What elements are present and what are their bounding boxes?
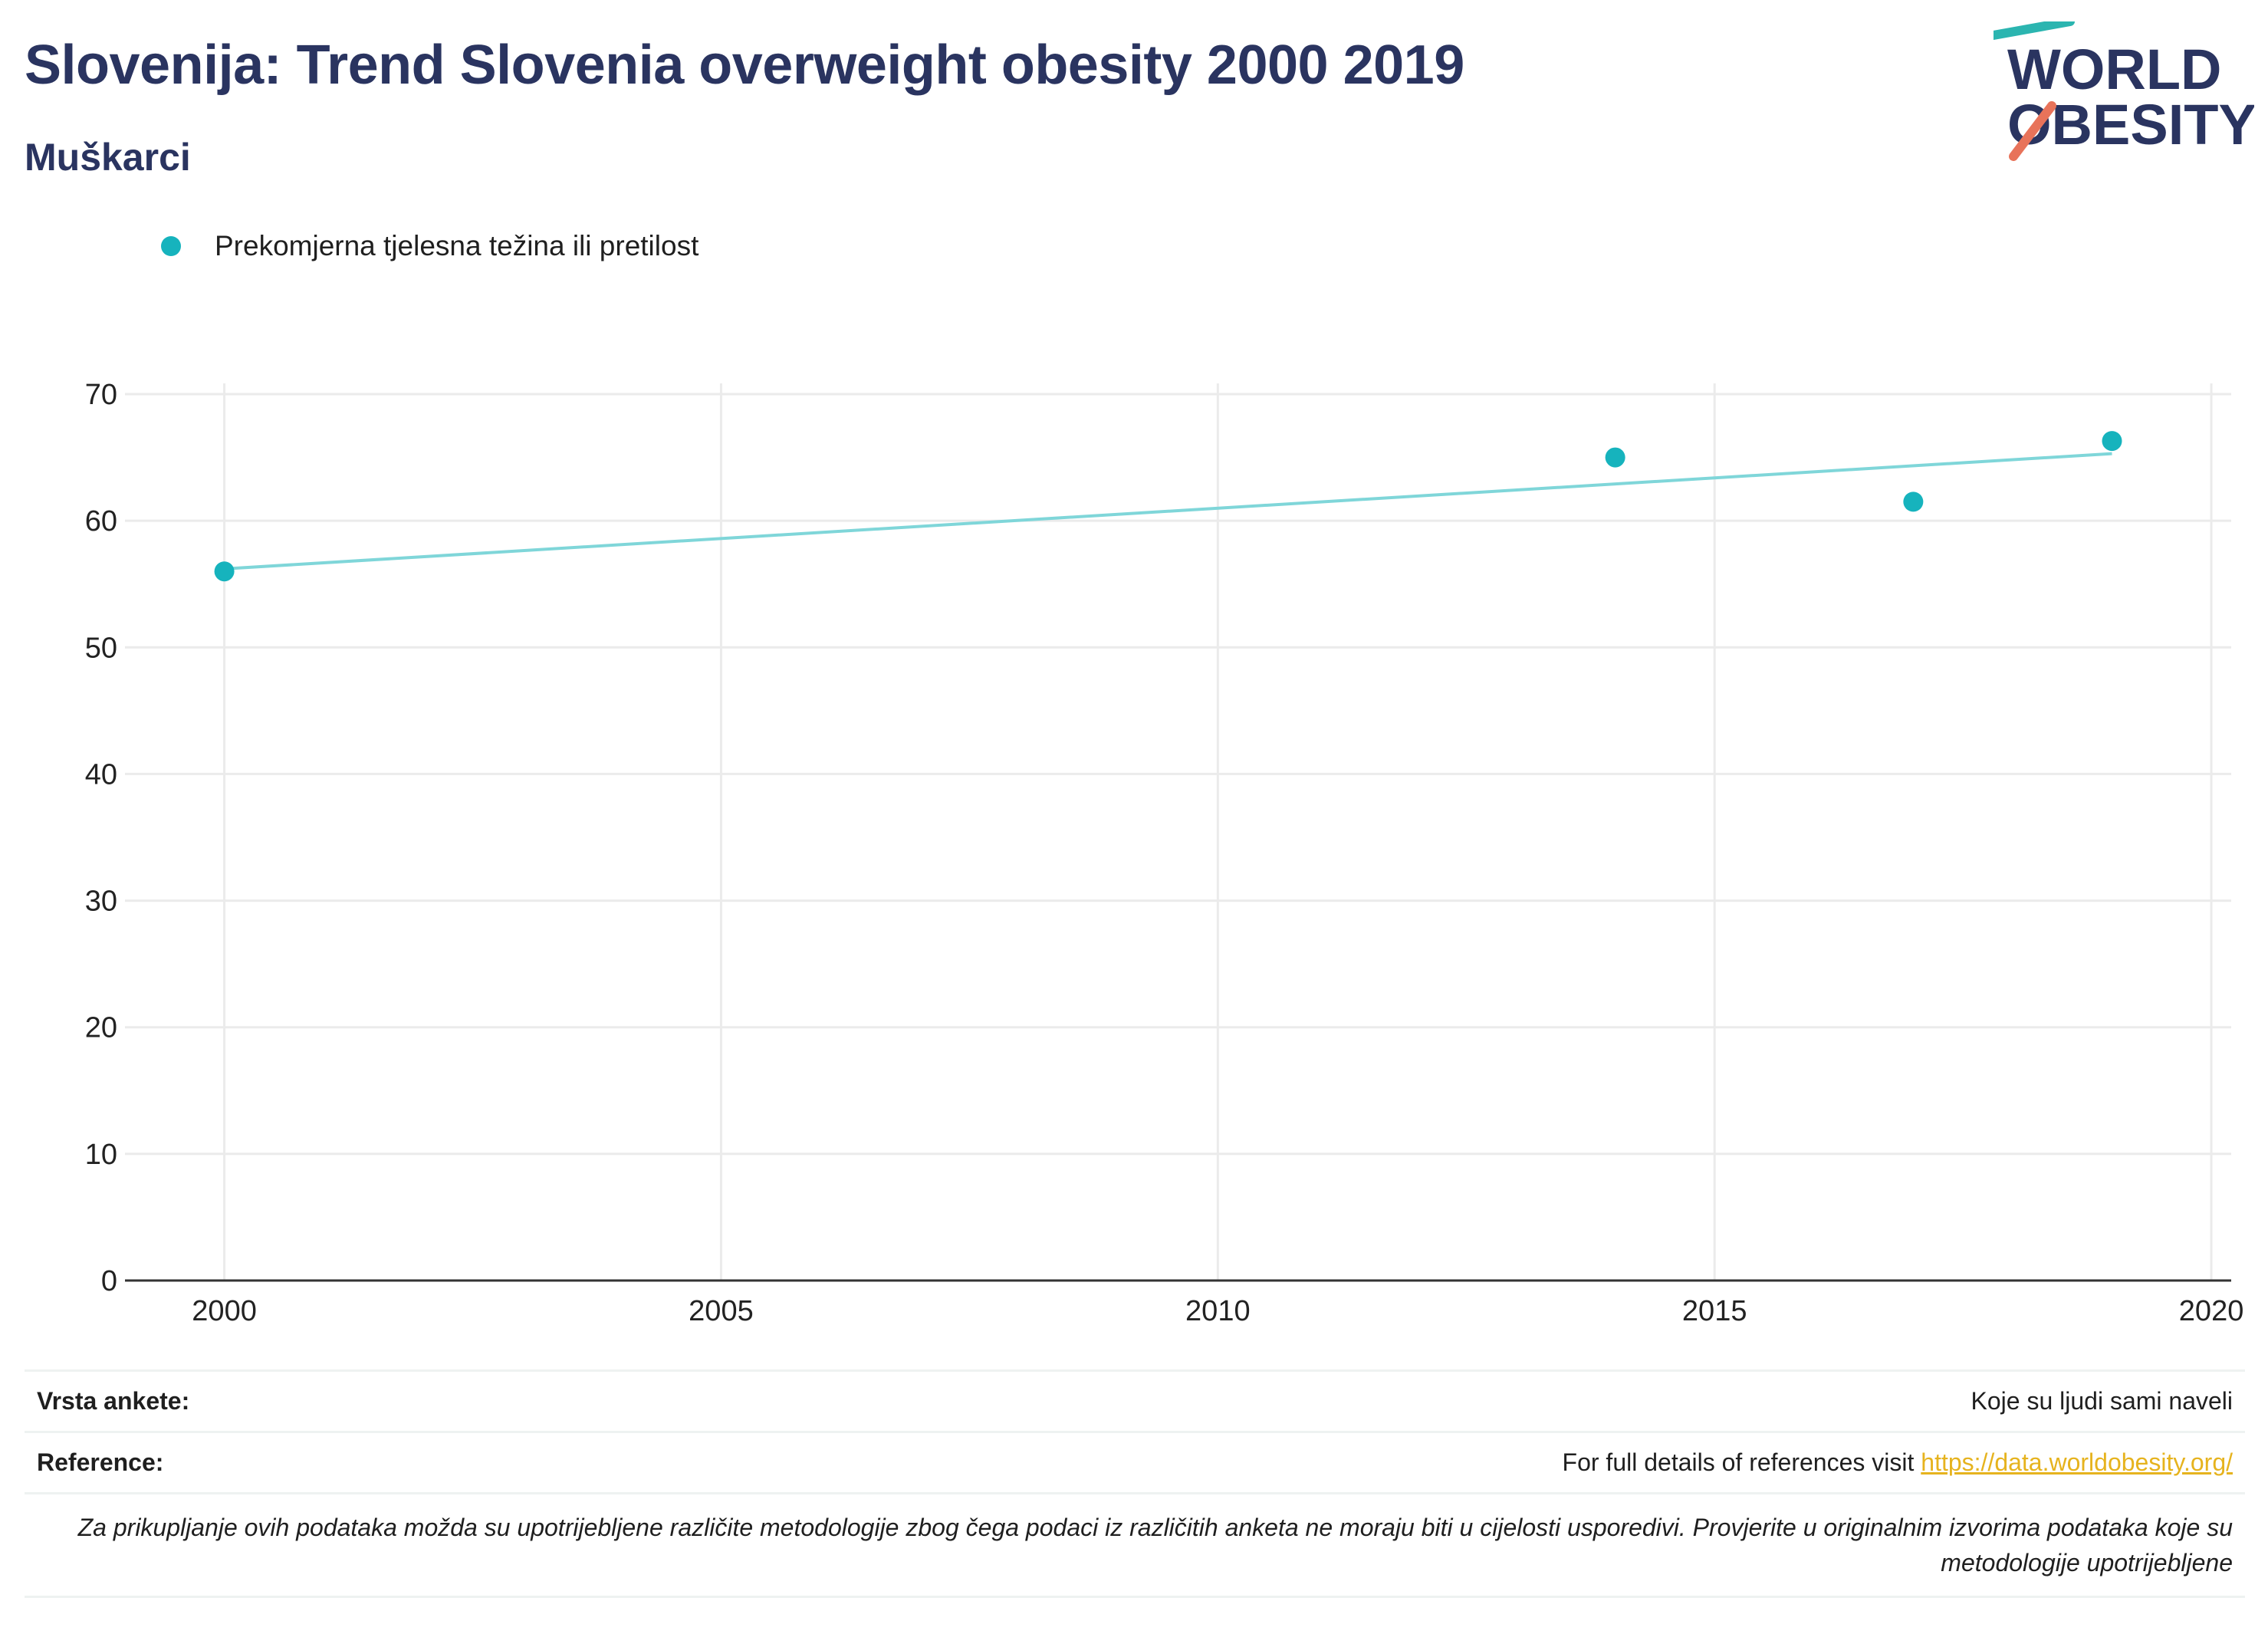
- reference-label: Reference:: [37, 1448, 164, 1476]
- survey-type-label: Vrsta ankete:: [37, 1387, 190, 1415]
- page-title: Slovenija: Trend Slovenia overweight obe…: [25, 35, 1464, 96]
- scatter-chart: 0 10 20 30 40 50 60 70 2000 2005 2010 2015 2020: [85, 379, 2244, 1327]
- reference-text: For full details of references visit: [1562, 1448, 1921, 1476]
- data-point: [214, 561, 235, 582]
- data-point: [2102, 431, 2122, 452]
- legend-label: Prekomjerna tjelesna težina ili pretilos…: [215, 230, 699, 261]
- survey-type-row: Vrsta ankete: Koje su ljudi sami naveli: [25, 1369, 2245, 1431]
- footer: Vrsta ankete: Koje su ljudi sami naveli …: [25, 1369, 2245, 1598]
- svg-text:WORLD: WORLD: [2007, 38, 2222, 101]
- y-tick-label: 60: [85, 505, 117, 538]
- data-point: [1903, 492, 1924, 512]
- legend-marker: [161, 236, 181, 256]
- data-point: [1605, 447, 1625, 468]
- x-tick-label: 2000: [192, 1295, 257, 1327]
- world-obesity-logo: WORLD OBESITY: [1994, 21, 2254, 161]
- reference-link[interactable]: https://data.worldobesity.org/: [1921, 1448, 2233, 1476]
- methodology-note: Za prikupljanje ovih podataka možda su u…: [25, 1492, 2245, 1598]
- reference-row: Reference: For full details of reference…: [25, 1431, 2245, 1492]
- chart-legend[interactable]: Prekomjerna tjelesna težina ili pretilos…: [161, 230, 698, 262]
- chart-subtitle: Muškarci: [25, 136, 191, 179]
- trend-line: [224, 452, 2112, 570]
- x-tick-label: 2010: [1185, 1295, 1251, 1327]
- y-tick-label: 50: [85, 632, 117, 664]
- y-tick-label: 70: [85, 379, 117, 411]
- y-tick-label: 0: [101, 1265, 117, 1297]
- svg-text:OBESITY: OBESITY: [2007, 93, 2254, 156]
- survey-type-value: Koje su ljudi sami naveli: [1971, 1387, 2233, 1415]
- y-tick-label: 30: [85, 886, 117, 918]
- y-tick-label: 40: [85, 758, 117, 791]
- x-tick-label: 2020: [2179, 1295, 2244, 1327]
- x-tick-label: 2015: [1682, 1295, 1747, 1327]
- y-tick-label: 10: [85, 1139, 117, 1171]
- x-tick-label: 2005: [689, 1295, 754, 1327]
- reference-value: For full details of references visit htt…: [1563, 1448, 2233, 1477]
- y-tick-label: 20: [85, 1012, 117, 1044]
